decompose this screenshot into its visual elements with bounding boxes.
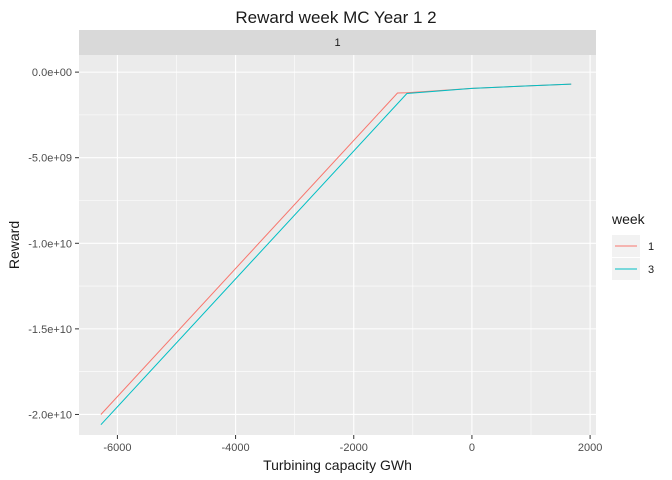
legend-title: week (611, 211, 646, 227)
x-tick-label: -2000 (340, 442, 368, 454)
x-tick-label: 0 (469, 442, 475, 454)
y-axis: 0.0e+00 -5.0e+09 -1.0e+10 -1.5e+10 -2.0e+10 (28, 67, 79, 421)
y-tick-label: 0.0e+00 (32, 67, 72, 79)
series-layer (100, 83, 572, 426)
series-line-week-3 (100, 83, 572, 426)
legend-label: 1 (648, 241, 654, 253)
plot-panel (79, 55, 596, 435)
y-tick-label: -1.0e+10 (28, 238, 72, 250)
y-tick-label: -2.0e+10 (28, 409, 72, 421)
x-axis-title: Turbining capacity GWh (263, 457, 412, 473)
x-tick-label: -6000 (103, 442, 131, 454)
chart-title: Reward week MC Year 1 2 (235, 8, 436, 27)
x-tick-label: 2000 (578, 442, 602, 454)
y-tick-label: -5.0e+09 (28, 153, 72, 165)
y-axis-title: Reward (6, 221, 22, 269)
legend: week 1 3 (611, 211, 654, 280)
legend-label: 3 (648, 264, 654, 276)
facet-strip: 1 (79, 30, 596, 55)
x-tick-label: -4000 (222, 442, 250, 454)
y-tick-label: -1.5e+10 (28, 324, 72, 336)
facet-strip-label: 1 (334, 37, 340, 49)
facet-strip-background (79, 30, 596, 55)
x-axis: -6000 -4000 -2000 0 2000 (103, 435, 602, 454)
